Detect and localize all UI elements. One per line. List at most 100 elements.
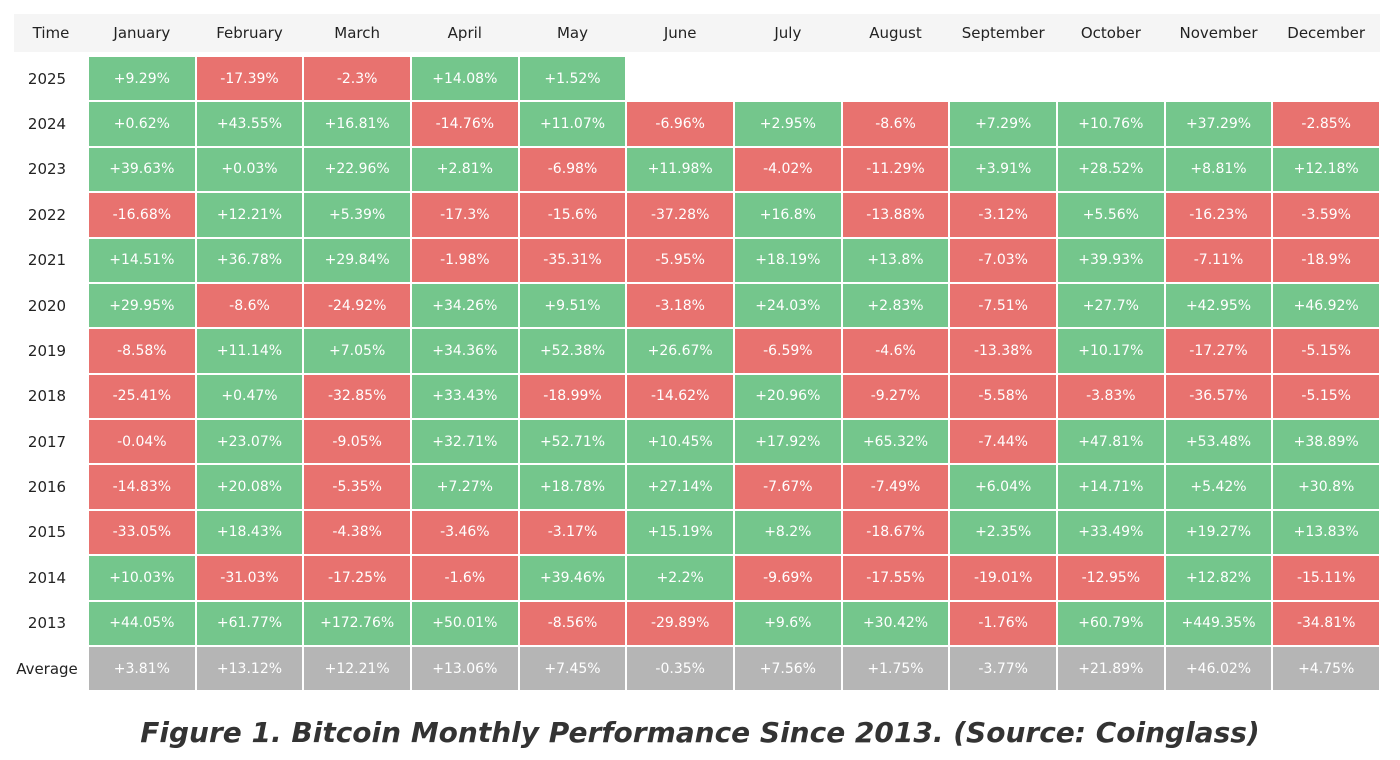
value-cell: -17.3% (412, 193, 518, 237)
value-cell: +14.51% (89, 238, 195, 282)
header-cell: March (334, 24, 381, 42)
value-cell: +10.45% (627, 420, 733, 464)
header-cell: September (961, 24, 1045, 42)
value-cell: +18.19% (735, 238, 841, 282)
value-cell: +5.42% (1165, 465, 1272, 509)
value-cell: -14.83% (89, 465, 195, 509)
value-cell: +10.76% (1058, 102, 1164, 146)
value-cell: +14.08% (412, 57, 518, 101)
average-cell: +3.81% (89, 646, 195, 691)
value-cell: +0.62% (89, 102, 195, 146)
value-cell: +38.89% (1273, 420, 1380, 464)
value-cell: +11.98% (627, 147, 733, 192)
value-cell: +65.32% (842, 420, 949, 464)
value-cell: +53.48% (1165, 420, 1272, 464)
value-cell: -7.51% (950, 283, 1057, 328)
value-cell: -5.95% (627, 238, 733, 282)
value-cell: +5.39% (304, 193, 410, 237)
value-cell: +16.8% (735, 193, 841, 237)
value-cell: +34.26% (412, 283, 518, 328)
value-cell: +23.07% (196, 420, 303, 464)
value-cell: +20.08% (196, 465, 303, 509)
header-cell: January (113, 24, 171, 42)
value-cell: +13.83% (1273, 510, 1380, 555)
value-cell: +10.17% (1058, 329, 1164, 373)
row-label: 2015 (27, 523, 67, 542)
value-cell: +11.14% (196, 329, 303, 373)
header-cell: October (1080, 24, 1141, 42)
average-cell: +46.02% (1165, 646, 1272, 691)
average-cell: +4.75% (1273, 646, 1380, 691)
value-cell: +36.78% (196, 238, 303, 282)
value-cell: +34.36% (412, 329, 518, 373)
row-label: 2021 (27, 251, 67, 270)
average-cell: -3.77% (950, 646, 1057, 691)
value-cell: +61.77% (196, 601, 303, 645)
average-cell: +13.12% (196, 646, 303, 691)
value-cell: -7.03% (950, 238, 1057, 282)
header-cell: April (447, 24, 482, 42)
value-cell: +7.29% (950, 102, 1057, 146)
value-cell: +3.91% (950, 147, 1057, 192)
average-cell: -0.35% (627, 646, 733, 691)
value-cell: +47.81% (1058, 420, 1164, 464)
value-cell: -37.28% (627, 193, 733, 237)
value-cell: -3.59% (1273, 193, 1380, 237)
value-cell: -17.39% (196, 57, 303, 101)
value-cell: +32.71% (412, 420, 518, 464)
value-cell: -15.6% (519, 193, 626, 237)
value-cell: +33.49% (1058, 510, 1164, 555)
value-cell: -3.17% (519, 510, 626, 555)
value-cell: -2.3% (304, 57, 410, 101)
value-cell: -8.56% (519, 601, 626, 645)
header-cell: December (1287, 24, 1366, 42)
value-cell: -5.15% (1273, 374, 1380, 419)
value-cell: +39.46% (519, 556, 626, 600)
value-cell: -3.12% (950, 193, 1057, 237)
value-cell: -9.69% (735, 556, 841, 600)
value-cell: +27.7% (1058, 283, 1164, 328)
value-cell: +50.01% (412, 601, 518, 645)
header-cell: May (556, 24, 588, 42)
value-cell: -16.68% (89, 193, 195, 237)
value-cell: +12.82% (1165, 556, 1272, 600)
value-cell: -34.81% (1273, 601, 1380, 645)
header-cell: Time (32, 24, 70, 42)
value-cell: +26.67% (627, 329, 733, 373)
value-cell: +43.55% (196, 102, 303, 146)
average-cell: +21.89% (1058, 646, 1164, 691)
value-cell: +8.81% (1165, 147, 1272, 192)
header-cell: June (663, 24, 697, 42)
header-cell: July (774, 24, 802, 42)
value-cell: +2.2% (627, 556, 733, 600)
value-cell: +44.05% (89, 601, 195, 645)
value-cell: +19.27% (1165, 510, 1272, 555)
value-cell: -3.18% (627, 283, 733, 328)
value-cell: +7.05% (304, 329, 410, 373)
value-cell: +449.35% (1165, 601, 1272, 645)
value-cell: +2.83% (842, 283, 949, 328)
row-label: 2022 (27, 205, 67, 224)
value-cell: -3.46% (412, 510, 518, 555)
header-cell: August (869, 24, 922, 42)
value-cell: +10.03% (89, 556, 195, 600)
value-cell: -9.27% (842, 374, 949, 419)
value-cell: -4.02% (735, 147, 841, 192)
value-cell: +17.92% (735, 420, 841, 464)
row-label: 2013 (27, 614, 67, 633)
value-cell: -0.04% (89, 420, 195, 464)
row-label: 2017 (27, 432, 67, 451)
value-cell: -7.49% (842, 465, 949, 509)
performance-table: Time January February March April May June July… (16, 24, 1380, 691)
value-cell: +39.93% (1058, 238, 1164, 282)
value-cell: -8.6% (842, 102, 949, 146)
average-cell: +1.75% (842, 646, 949, 691)
value-cell: -6.96% (627, 102, 733, 146)
average-cell: +7.56% (735, 646, 841, 691)
row-label: 2014 (27, 568, 67, 587)
value-cell: +52.71% (519, 420, 626, 464)
value-cell: +30.42% (842, 601, 949, 645)
row-label: 2023 (27, 160, 67, 179)
value-cell: -15.11% (1273, 556, 1380, 600)
